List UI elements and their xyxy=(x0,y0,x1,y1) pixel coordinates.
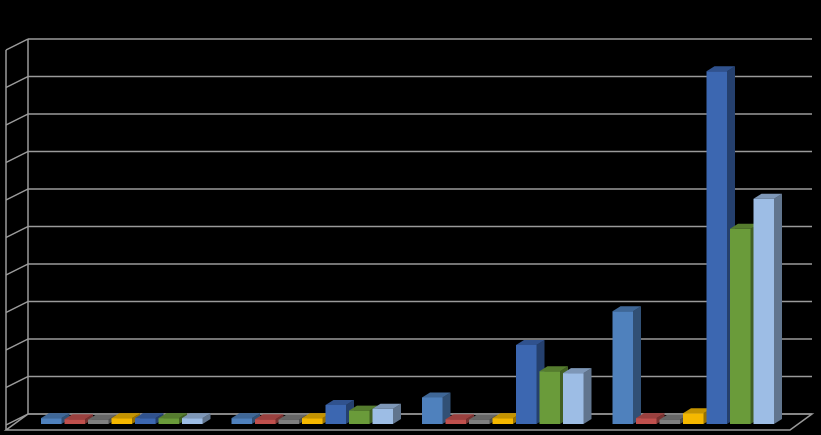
bar-top xyxy=(64,414,93,420)
bar xyxy=(88,419,109,424)
bar xyxy=(636,418,657,424)
bar xyxy=(255,419,276,424)
bar xyxy=(563,373,584,424)
bar-top xyxy=(255,414,284,420)
gridline-diagonal xyxy=(5,113,29,126)
bar-top xyxy=(158,413,187,419)
bar-top xyxy=(325,400,354,405)
bar xyxy=(231,418,252,424)
bar-top xyxy=(182,413,211,419)
bar xyxy=(372,408,393,424)
bar xyxy=(182,418,203,424)
bar xyxy=(64,419,85,424)
bar xyxy=(612,311,633,424)
chart-floor xyxy=(3,413,815,431)
bar-top xyxy=(730,223,759,229)
bar-top xyxy=(636,413,665,419)
bar-side xyxy=(393,403,401,424)
bar-top xyxy=(753,193,782,199)
bar xyxy=(492,418,513,424)
gridline-diagonal xyxy=(5,38,29,51)
bar-side xyxy=(774,193,782,424)
bar-top xyxy=(349,405,378,411)
gridline-diagonal xyxy=(5,263,29,276)
bar xyxy=(753,198,774,424)
bar-top xyxy=(539,366,568,372)
bar xyxy=(135,418,156,424)
bar xyxy=(158,418,179,424)
bar-side xyxy=(202,413,211,424)
bar xyxy=(469,419,490,424)
bar-top xyxy=(516,340,545,345)
bar-top xyxy=(302,413,331,419)
bar-top xyxy=(563,368,592,374)
bar-top xyxy=(683,408,712,414)
bar xyxy=(325,405,346,424)
bar-side xyxy=(61,413,70,424)
bar-top xyxy=(422,392,451,398)
bar-top xyxy=(706,66,735,72)
bar-side xyxy=(442,392,451,424)
bar-top xyxy=(135,413,164,419)
bar xyxy=(659,419,680,424)
gridline-diagonal xyxy=(5,75,29,89)
bar-top xyxy=(41,413,70,419)
bar-top xyxy=(659,414,688,420)
bar xyxy=(730,228,751,424)
bar-top xyxy=(278,414,307,420)
bar-top xyxy=(372,403,401,409)
bar-top xyxy=(612,306,641,312)
gridline-diagonal xyxy=(5,338,29,351)
bar xyxy=(516,345,537,424)
bar xyxy=(422,397,443,424)
bar-top xyxy=(231,413,260,419)
bar-side xyxy=(252,413,260,424)
bar xyxy=(706,71,727,424)
bar xyxy=(349,410,370,424)
bar xyxy=(278,419,299,424)
bar xyxy=(41,418,62,424)
gridline-diagonal xyxy=(5,300,29,314)
bar-side xyxy=(583,368,592,424)
bar-side xyxy=(633,306,641,424)
bar-top xyxy=(445,414,474,420)
bar xyxy=(445,419,466,424)
bar xyxy=(302,418,323,424)
bar xyxy=(111,418,132,424)
bar xyxy=(539,371,560,424)
bar-top xyxy=(469,414,498,420)
gridline-diagonal xyxy=(5,375,29,389)
bar-top xyxy=(111,413,140,419)
bar-top xyxy=(88,414,117,420)
gridline-diagonal xyxy=(5,225,29,239)
bar xyxy=(683,413,704,424)
gridline-diagonal xyxy=(5,188,29,201)
bar-top xyxy=(492,413,521,419)
bar-side xyxy=(656,413,665,424)
gridline-diagonal xyxy=(5,150,29,164)
